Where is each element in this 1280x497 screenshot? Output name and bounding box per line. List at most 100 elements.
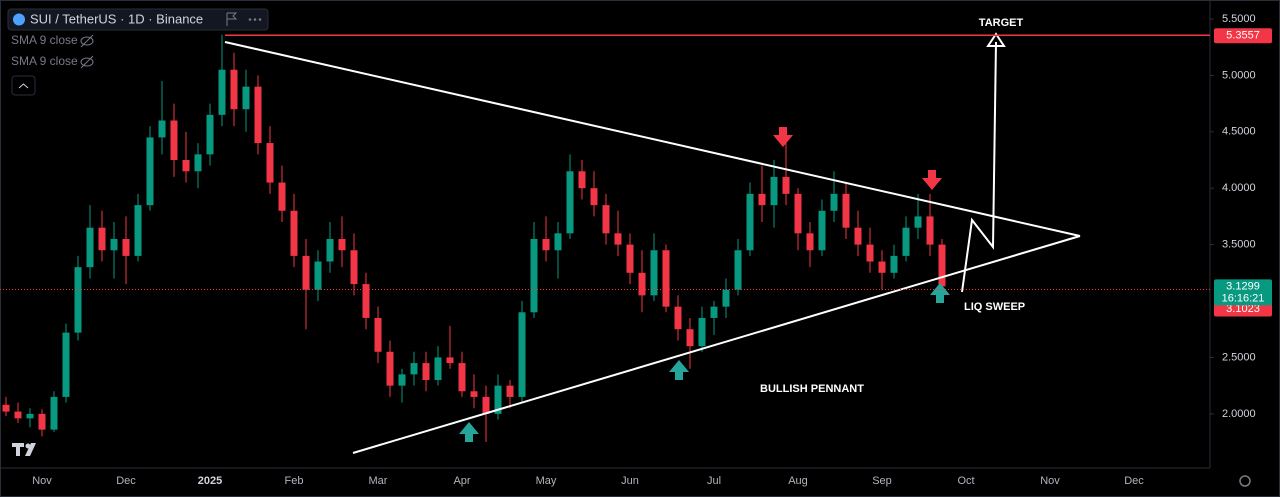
down-arrow (773, 127, 793, 147)
down-arrow (922, 170, 942, 190)
indicator-label: SMA 9 close (11, 33, 78, 47)
up-arrow (669, 360, 689, 380)
candle-body (902, 227, 910, 256)
pennant-lower (352, 235, 1081, 454)
candle-body (326, 238, 334, 262)
x-tick-label: Dec (116, 475, 136, 487)
candle-body (362, 284, 370, 318)
candle-body (506, 385, 514, 397)
candle-body (782, 176, 790, 194)
hidden-icons (80, 34, 94, 69)
candle-body (758, 193, 766, 206)
x-tick-label: Aug (788, 475, 808, 487)
y-tick-label: 3.5000 (1222, 239, 1256, 251)
candle-body (74, 267, 82, 333)
candle-body (806, 233, 814, 251)
candle-body (626, 244, 634, 273)
symbol-icon (13, 13, 25, 26)
x-tick-label: Dec (1124, 475, 1144, 487)
candle-body (446, 357, 454, 364)
candle-body (38, 413, 46, 430)
x-tick-label: Nov (32, 475, 52, 487)
candle-body (470, 391, 478, 397)
candle-body (410, 363, 418, 375)
candle-body (770, 176, 778, 206)
candle-body (830, 193, 838, 211)
y-tick-label: 4.0000 (1222, 182, 1256, 194)
candle-body (110, 238, 118, 251)
candle-body (98, 227, 106, 251)
candle-body (854, 227, 862, 245)
candle-body (458, 363, 466, 392)
candle-body (530, 238, 538, 313)
y-tick-label: 5.0000 (1222, 69, 1256, 81)
candle-body (122, 238, 130, 256)
candle-body (170, 120, 178, 160)
x-tick-label: Apr (453, 475, 470, 487)
candle-body (158, 120, 166, 138)
candle-body (890, 255, 898, 273)
candle-body (206, 114, 214, 155)
candle-body (722, 289, 730, 307)
candle-body (2, 404, 10, 412)
candle-body (614, 233, 622, 245)
legend-box (7, 8, 269, 31)
target-label: TARGET (979, 17, 1024, 29)
candle-body (314, 261, 322, 290)
candle-body (518, 312, 526, 397)
candle-body (398, 374, 406, 386)
candle-body (842, 193, 850, 228)
candle-body (422, 363, 430, 380)
candle-body (878, 261, 886, 273)
candle-body (350, 250, 358, 285)
collapse-button[interactable] (11, 75, 36, 96)
plot (2, 34, 946, 443)
candle-body (146, 137, 154, 206)
candle-body (290, 210, 298, 256)
candle-body (638, 272, 646, 296)
flag-icon (226, 12, 238, 26)
price-label: 3.1023 (1226, 303, 1260, 315)
settings-icon[interactable] (1239, 475, 1251, 487)
y-tick-label: 4.5000 (1222, 126, 1256, 138)
candle-body (338, 238, 346, 251)
candle-body (662, 250, 670, 307)
candle-body (698, 317, 706, 347)
buy-arrows (459, 283, 950, 442)
candle-body (302, 255, 310, 290)
candle-body (578, 171, 586, 189)
indicator-label: SMA 9 close (11, 54, 78, 68)
liq-sweep-label: LIQ SWEEP (964, 301, 1025, 313)
candle-body (866, 244, 874, 262)
candle-body (938, 244, 946, 287)
price-label: 5.3557 (1226, 30, 1260, 42)
candle-body (734, 250, 742, 290)
candle-body (602, 205, 610, 234)
candle-body (494, 385, 502, 414)
x-tick-label: Oct (957, 475, 974, 487)
candle-body (194, 154, 202, 172)
last-price-label: 3.1299 (1226, 280, 1260, 292)
candle-body (746, 193, 754, 251)
candle-body (794, 193, 802, 234)
collapse-icon (18, 83, 29, 89)
up-arrow (930, 283, 950, 303)
x-tick-label: Jul (707, 475, 721, 487)
candle-body (50, 396, 58, 430)
candle-body (542, 238, 550, 251)
candle-body (230, 69, 238, 110)
y-tick-label: 2.0000 (1222, 408, 1256, 420)
last-price-box (1214, 279, 1272, 306)
candle-body (674, 306, 682, 330)
candle-body (266, 143, 274, 183)
candle-body (566, 171, 574, 234)
candle-body (26, 413, 34, 419)
candle-body (254, 86, 262, 144)
candle-body (686, 329, 694, 347)
countdown-label: 16:16:21 (1222, 292, 1265, 304)
projection-path (961, 41, 997, 293)
pennant-label: BULLISH PENNANT (760, 383, 864, 395)
price-label-box (1214, 28, 1272, 44)
x-tick-label: 2025 (198, 475, 222, 487)
